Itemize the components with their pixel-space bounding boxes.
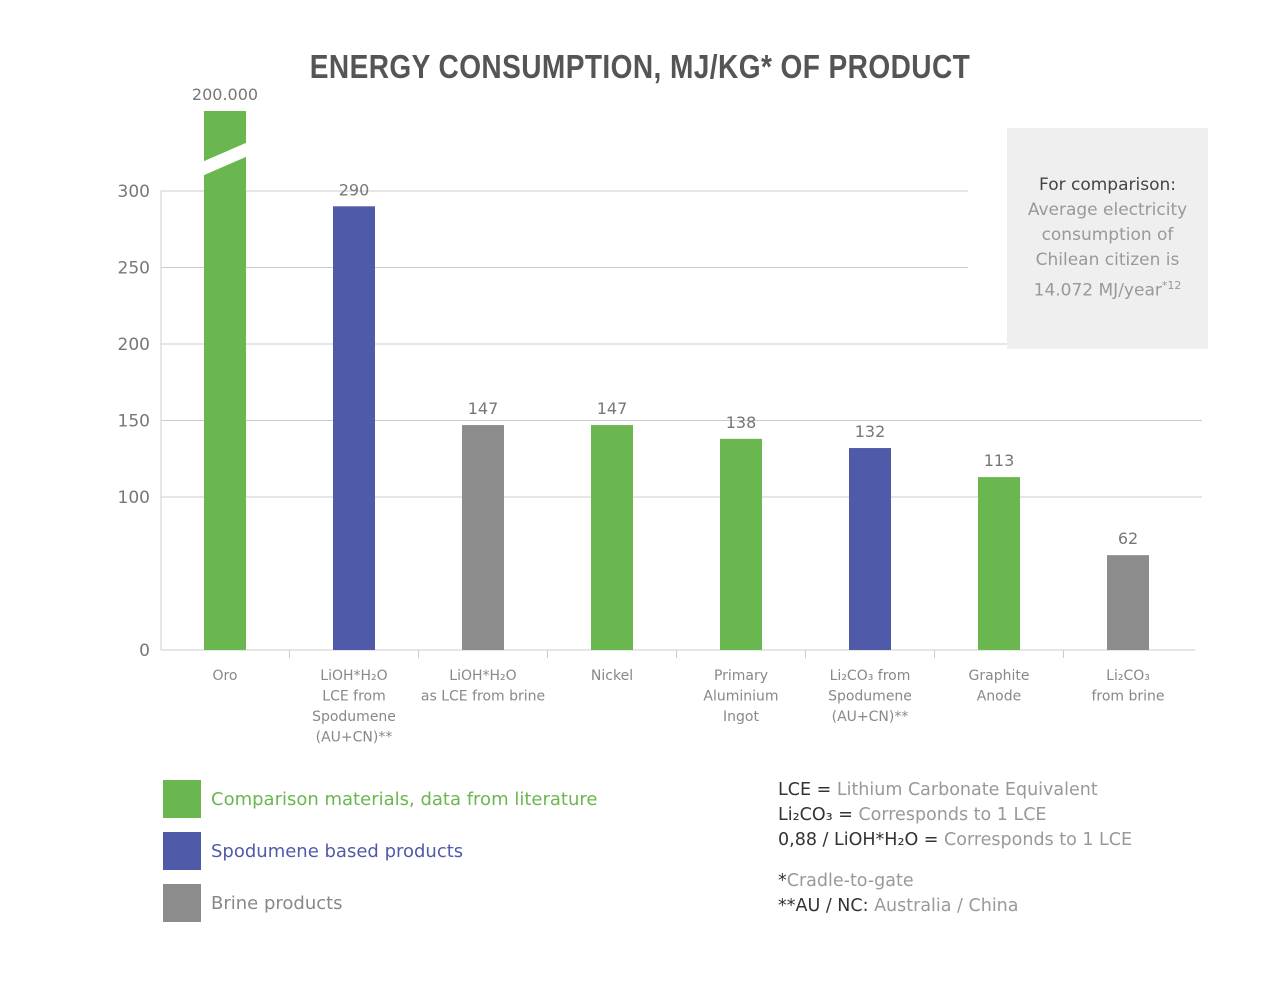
y-tick-label: 300 bbox=[118, 182, 150, 202]
category-label: LCE from bbox=[322, 689, 385, 705]
category-label: Primary bbox=[714, 668, 768, 684]
bar bbox=[978, 477, 1020, 650]
legend-label: Brine products bbox=[211, 892, 343, 914]
bar bbox=[720, 438, 762, 650]
legend-swatch bbox=[163, 780, 201, 818]
note-value: 14.072 MJ/year bbox=[1033, 280, 1162, 301]
y-tick-label: 150 bbox=[118, 412, 150, 432]
footnote: *Cradle-to-gate bbox=[778, 869, 1132, 894]
data-label: 147 bbox=[597, 399, 628, 418]
category-label: as LCE from brine bbox=[421, 689, 545, 705]
data-label: 62 bbox=[1118, 529, 1138, 548]
footnote-key: * bbox=[778, 871, 787, 891]
definitions: LCE = Lithium Carbonate Equivalent Li₂CO… bbox=[778, 778, 1132, 919]
data-label: 147 bbox=[468, 399, 499, 418]
definition-row: Li₂CO₃ = Corresponds to 1 LCE bbox=[778, 803, 1132, 828]
legend-swatch bbox=[163, 832, 201, 870]
axis-break-mark bbox=[202, 142, 248, 176]
data-label: 200.000 bbox=[192, 85, 258, 104]
def-text: Corresponds to 1 LCE bbox=[944, 830, 1133, 850]
category-label: (AU+CN)** bbox=[832, 709, 909, 725]
bar bbox=[849, 448, 891, 650]
legend-item-spodumene: Spodumene based products bbox=[163, 832, 463, 870]
category-label: LiOH*H₂O bbox=[320, 668, 387, 684]
data-label: 113 bbox=[984, 451, 1015, 470]
footnote: **AU / NC: Australia / China bbox=[778, 894, 1132, 919]
legend-label: Spodumene based products bbox=[211, 840, 464, 862]
footnote-text: Australia / China bbox=[874, 896, 1019, 916]
category-label: Li₂CO₃ from bbox=[830, 668, 911, 684]
category-label: Graphite bbox=[969, 668, 1030, 684]
note-heading: For comparison: bbox=[1039, 175, 1176, 196]
category-label: Spodumene bbox=[828, 689, 912, 705]
note-line: consumption of bbox=[1041, 225, 1174, 246]
bar bbox=[333, 206, 375, 651]
legend-label: Comparison materials, data from literatu… bbox=[211, 788, 598, 810]
footnote-key: **AU / NC: bbox=[778, 896, 875, 916]
chart-title: ENERGY CONSUMPTION, MJ/KG* OF PRODUCT bbox=[309, 48, 971, 85]
note-line: Chilean citizen is bbox=[1035, 250, 1180, 271]
category-label: Oro bbox=[212, 668, 237, 684]
bar bbox=[462, 425, 504, 650]
legend-swatch bbox=[163, 884, 201, 922]
def-key: LCE = bbox=[778, 780, 837, 800]
def-key: Li₂CO₃ = bbox=[778, 805, 859, 825]
category-label: (AU+CN)** bbox=[316, 730, 393, 746]
category-label: Anode bbox=[977, 689, 1022, 705]
category-label: Aluminium bbox=[703, 689, 778, 705]
data-label: 138 bbox=[726, 413, 757, 432]
category-label: Li₂CO₃ bbox=[1106, 668, 1150, 684]
y-tick-label: 200 bbox=[118, 335, 150, 355]
y-tick-label: 250 bbox=[118, 259, 150, 279]
data-label: 132 bbox=[855, 422, 886, 441]
category-label: Nickel bbox=[591, 668, 633, 684]
note-sup: *12 bbox=[1161, 279, 1182, 293]
category-label: from brine bbox=[1091, 689, 1164, 705]
def-text: Corresponds to 1 LCE bbox=[858, 805, 1047, 825]
definition-row: LCE = Lithium Carbonate Equivalent bbox=[778, 778, 1132, 803]
data-label: 290 bbox=[339, 180, 370, 199]
category-label: Ingot bbox=[723, 709, 759, 725]
category-label: LiOH*H₂O bbox=[449, 668, 516, 684]
legend-item-brine: Brine products bbox=[163, 884, 343, 922]
comparison-note: For comparison: Average electricity cons… bbox=[1007, 128, 1208, 349]
category-label: Spodumene bbox=[312, 709, 396, 725]
y-tick-label: 0 bbox=[139, 641, 150, 661]
def-text: Lithium Carbonate Equivalent bbox=[836, 780, 1098, 800]
legend-item-comparison: Comparison materials, data from literatu… bbox=[163, 780, 597, 818]
bar bbox=[1107, 555, 1149, 650]
note-line: Average electricity bbox=[1027, 200, 1188, 221]
bar bbox=[591, 425, 633, 650]
def-key: 0,88 / LiOH*H₂O = bbox=[778, 830, 945, 850]
y-tick-label: 100 bbox=[118, 488, 150, 508]
bar bbox=[204, 111, 246, 650]
definition-row: 0,88 / LiOH*H₂O = Corresponds to 1 LCE bbox=[778, 828, 1132, 853]
footnote-text: Cradle-to-gate bbox=[786, 871, 914, 891]
